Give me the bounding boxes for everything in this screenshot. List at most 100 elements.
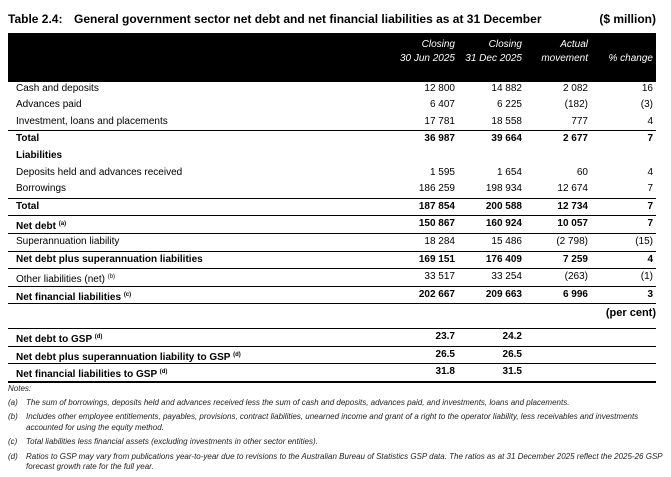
row-value: 24.2 xyxy=(502,331,522,342)
notes: Notes: (a) The sum of borrowings, deposit… xyxy=(8,384,668,477)
column-header: Closing 31 Dec 2025 xyxy=(442,38,522,66)
table-row: Net debt plus superannuation liability t… xyxy=(8,345,656,364)
row-value: (15) xyxy=(635,235,653,247)
row-value: 12 800 xyxy=(424,82,455,94)
footnote-text: Includes other employee entitlements, pa… xyxy=(26,412,639,432)
notes-heading: Notes: xyxy=(8,384,32,393)
row-value: 150 867 xyxy=(418,218,455,230)
row-value: 6 996 xyxy=(562,288,588,300)
row-value: 7 xyxy=(647,133,653,145)
row-value: 31.5 xyxy=(502,366,522,378)
table-row: Cash and deposits 12 800 14 882 2 082 16 xyxy=(8,81,656,98)
row-value: 12 674 xyxy=(557,183,588,195)
footnote-key: (d) xyxy=(8,451,18,461)
row-label: Net debt plus superannuation liability t… xyxy=(16,351,241,363)
column-header-line2: movement xyxy=(541,53,588,64)
table-row: Deposits held and advances received 1 595… xyxy=(8,165,656,182)
table-header: Closing 30 Jun 2025 Closing 31 Dec 2025 Actu… xyxy=(8,33,656,82)
table-title-text: General government sector net debt and n… xyxy=(74,12,542,26)
column-header-line1: Closing xyxy=(488,39,522,50)
row-label: Assets xyxy=(16,66,49,77)
row-value: 4 xyxy=(647,253,653,265)
footnote-key: (c) xyxy=(8,437,18,446)
table-row: Advances paid 6 407 6 225 (182) (3) xyxy=(8,97,656,114)
row-value: 39 664 xyxy=(491,133,522,145)
row-value: 7 259 xyxy=(562,253,588,265)
row-value: 2 677 xyxy=(562,133,588,145)
row-value: 4 xyxy=(647,166,653,178)
footnote-text: The sum of borrowings, deposits held and… xyxy=(26,397,570,407)
row-value: 31.8 xyxy=(435,366,455,378)
table-number: Table 2.4: xyxy=(8,12,63,26)
row-value: 26.5 xyxy=(502,348,522,360)
row-value: 202 667 xyxy=(418,288,455,300)
table-row: Superannuation liability 18 284 15 486 (2 7… xyxy=(8,232,656,251)
row-value: 186 259 xyxy=(418,183,455,195)
table-row: Net debt plus superannuation liabilities… xyxy=(8,250,656,269)
row-value: 17 781 xyxy=(424,115,455,127)
footnote-key: (b) xyxy=(8,412,18,421)
row-label: Net debt to GSP (d) xyxy=(16,334,103,345)
row-value: 36 987 xyxy=(424,133,455,145)
row-label: Net debt (a) xyxy=(16,221,67,233)
table-body: Assets Cash and deposits 12 800 14 882 2 082… xyxy=(8,64,656,305)
row-value: 1 654 xyxy=(496,166,522,178)
footnote-ref: (c) xyxy=(123,291,132,298)
table-row: Investment, loans and placements 17 781 18… xyxy=(8,114,656,131)
row-value: (1) xyxy=(640,271,653,283)
column-header-line2: 30 Jun 2025 xyxy=(399,53,455,64)
row-value: 18 284 xyxy=(424,235,455,247)
row-label: Advances paid xyxy=(16,99,82,111)
footnote-text: Total liabilities less financial assets … xyxy=(26,437,318,446)
row-value: 198 934 xyxy=(485,183,522,195)
table-title: Table 2.4: General government sector net… xyxy=(8,12,656,28)
row-value: 777 xyxy=(571,115,588,127)
row-value: 33 254 xyxy=(491,271,522,283)
row-label: Net debt plus superannuation liabilities xyxy=(16,253,203,265)
row-value: 16 xyxy=(641,82,653,94)
row-value: 200 588 xyxy=(485,200,522,212)
row-label: Borrowings xyxy=(16,183,67,195)
row-value: 3 xyxy=(647,288,653,300)
table-row: Total 187 854 200 588 12 734 7 xyxy=(8,197,656,216)
row-label: Total xyxy=(16,133,40,145)
row-label: Investment, loans and placements xyxy=(16,115,168,127)
column-header-line1 xyxy=(573,38,653,52)
table-row: Liabilities xyxy=(8,148,656,165)
row-value: 7 xyxy=(647,183,653,195)
table-row: Net financial liabilities (c) 202 667 209 … xyxy=(8,285,656,305)
row-label: Other liabilities (net) (b) xyxy=(16,274,116,286)
column-header-line2: 31 Dec 2025 xyxy=(465,53,522,64)
table-row: Assets xyxy=(8,64,656,81)
footnote-text: Ratios to GSP may vary from publications… xyxy=(26,451,663,472)
footnote: (b) Includes other employee entitlements,… xyxy=(8,412,668,433)
footnote: (a) The sum of borrowings, deposits held … xyxy=(8,398,668,409)
column-header-line2: % change xyxy=(608,53,653,64)
row-value: 1 595 xyxy=(429,166,455,178)
row-label: Cash and deposits xyxy=(16,82,99,94)
footnote-ref: (b) xyxy=(107,274,116,281)
column-header-line1: Closing xyxy=(421,39,455,50)
row-label: Net financial liabilities to GSP (d) xyxy=(16,369,168,381)
table-row: Other liabilities (net) (b) 33 517 33 254 (… xyxy=(8,268,656,286)
column-header: Actual movement xyxy=(508,38,588,66)
row-value: 14 882 xyxy=(491,82,522,94)
row-value: 26.5 xyxy=(435,348,455,360)
row-value: 169 151 xyxy=(418,253,455,265)
ratios-table: Net debt to GSP (d) 23.7 24.2 Net debt plus… xyxy=(8,328,656,383)
row-value: 160 924 xyxy=(485,218,522,230)
footnote-ref: (d) xyxy=(94,334,103,340)
footnote-ref: (a) xyxy=(58,221,67,228)
row-label: Net financial liabilities (c) xyxy=(16,291,132,303)
row-value: 7 xyxy=(647,218,653,230)
row-value: 15 486 xyxy=(491,235,522,247)
row-value: 6 407 xyxy=(429,99,455,111)
row-value: 12 734 xyxy=(557,200,588,212)
row-value: 23.7 xyxy=(435,331,455,342)
row-value: 176 409 xyxy=(485,253,522,265)
row-value: (182) xyxy=(564,99,588,111)
table-row: Total 36 987 39 664 2 677 7 xyxy=(8,130,656,148)
row-value: 187 854 xyxy=(418,200,455,212)
row-value: (2 798) xyxy=(556,235,588,247)
row-value: (263) xyxy=(564,271,588,283)
